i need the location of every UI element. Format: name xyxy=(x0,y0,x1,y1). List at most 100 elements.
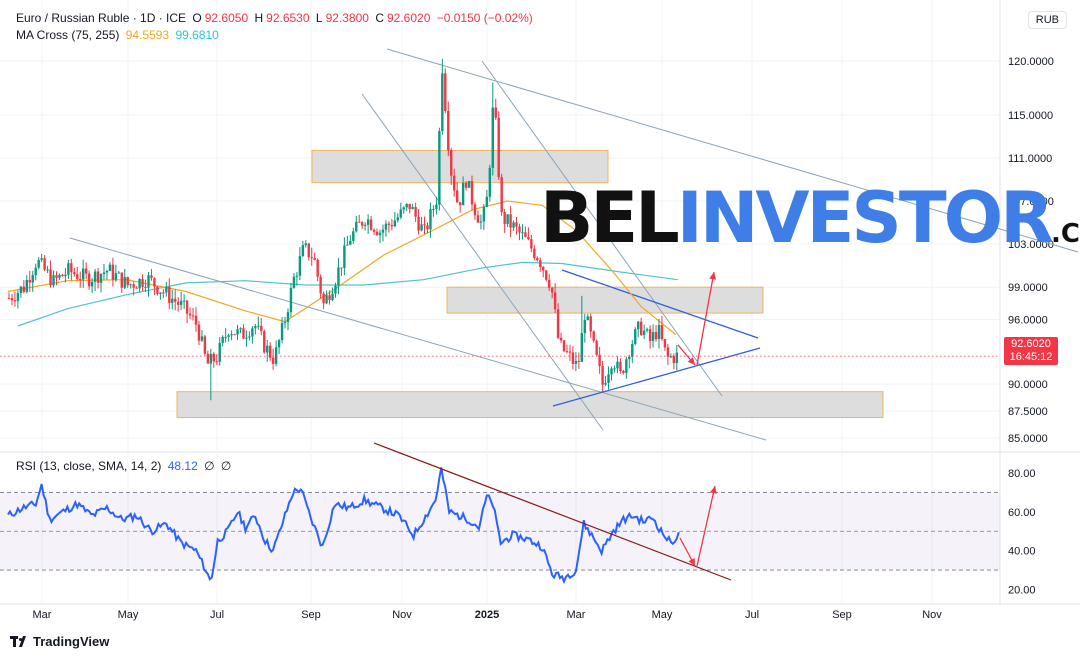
price-tick-label: 120.0000 xyxy=(1008,56,1054,68)
candle-body xyxy=(233,334,236,336)
watermark-logo: BELINVESTOR.COM xyxy=(540,183,1080,269)
currency-button[interactable]: RUB xyxy=(1027,11,1067,29)
ma-legend[interactable]: MA Cross (75, 255) 94.5593 99.6810 xyxy=(16,28,222,42)
candle-body xyxy=(313,257,316,260)
candle-body xyxy=(322,293,325,304)
candle-body xyxy=(494,107,497,118)
candle-body xyxy=(79,278,82,280)
candle-body xyxy=(399,209,402,218)
symbol-legend: Euro / Russian Ruble · 1D · ICE O 92.6050… xyxy=(16,11,536,25)
candle-body xyxy=(242,328,245,339)
candle-body xyxy=(218,342,221,362)
price-tick-label: 96.0000 xyxy=(1008,315,1048,327)
watermark-part-3: .COM xyxy=(1050,219,1080,249)
candle-body xyxy=(328,295,331,301)
change-value: −0.0150 (−0.02%) xyxy=(436,11,533,25)
candle-body xyxy=(96,271,100,283)
candle-body xyxy=(188,313,192,316)
candle-body xyxy=(628,356,631,360)
rsi-tick-label: 80.00 xyxy=(1008,468,1036,480)
candle-body xyxy=(10,298,14,301)
candle-body xyxy=(479,221,483,223)
candle-body xyxy=(527,237,530,240)
low-label: L xyxy=(315,11,323,25)
candle-body xyxy=(7,297,11,299)
time-tick-label: Mar xyxy=(567,609,586,621)
candle-body xyxy=(132,284,135,288)
candle-body xyxy=(263,331,266,353)
ma-slow-line xyxy=(17,261,678,327)
candle-body xyxy=(340,267,343,269)
price-tick-label: 115.0000 xyxy=(1008,110,1053,122)
rsi-na-2: ∅ xyxy=(220,459,232,473)
candle-body xyxy=(22,286,26,292)
candle-body xyxy=(645,329,649,331)
candle-body xyxy=(402,207,405,210)
candle-body xyxy=(58,274,61,278)
candle-body xyxy=(40,258,43,260)
tradingview-logo-icon xyxy=(10,635,28,648)
price-tick-label: 90.0000 xyxy=(1008,379,1048,391)
high-label: H xyxy=(254,11,264,25)
candle-body xyxy=(639,321,643,335)
candle-body xyxy=(28,279,31,283)
candle-body xyxy=(105,270,109,273)
candle-body xyxy=(129,284,132,286)
candle-body xyxy=(298,256,302,276)
candle-body xyxy=(366,219,370,225)
time-tick-label: Sep xyxy=(832,609,852,621)
candle-body xyxy=(64,274,67,277)
support-resistance-zone xyxy=(176,391,884,419)
candle-body xyxy=(473,204,477,216)
candle-body xyxy=(52,275,55,286)
candle-body xyxy=(506,214,509,224)
candle-body xyxy=(610,368,613,375)
candle-body xyxy=(619,361,622,371)
candle-body xyxy=(25,279,29,292)
candle-body xyxy=(574,361,578,364)
candle-body xyxy=(292,276,296,288)
candle-body xyxy=(547,279,551,288)
candle-body xyxy=(583,320,586,334)
price-tick-label: 99.0000 xyxy=(1008,282,1048,294)
candle-body xyxy=(346,244,349,246)
candle-body xyxy=(268,345,272,358)
channel-upper-line xyxy=(561,269,759,339)
candle-body xyxy=(209,353,213,364)
tradingview-branding[interactable]: TradingView xyxy=(10,634,109,649)
candle-body xyxy=(289,287,293,313)
candle-body xyxy=(156,286,159,294)
last-price-value: 92.6020 xyxy=(1011,338,1051,350)
last-price-label: 92.6020 16:45:12 xyxy=(1004,337,1058,365)
rsi-legend[interactable]: RSI (13, close, SMA, 14, 2) 48.12 ∅ ∅ xyxy=(16,459,234,473)
rsi-arrow-down-head xyxy=(688,558,695,566)
trend-line xyxy=(69,237,767,441)
candle-body xyxy=(120,272,123,288)
candle-body xyxy=(669,356,673,358)
candle-body xyxy=(675,352,678,363)
candle-body xyxy=(363,224,367,226)
candle-body xyxy=(248,336,251,338)
candle-body xyxy=(31,275,34,283)
candle-body xyxy=(657,325,661,340)
candle-body xyxy=(343,245,346,268)
candle-body xyxy=(369,219,373,230)
candle-body xyxy=(458,202,462,206)
candle-body xyxy=(455,190,459,203)
candle-body xyxy=(556,309,560,338)
candle-body xyxy=(197,324,201,341)
rsi-line xyxy=(7,467,680,585)
candle-body xyxy=(90,281,94,287)
candle-body xyxy=(34,267,37,276)
candle-body xyxy=(147,275,150,288)
time-tick-label: May xyxy=(652,609,673,621)
candle-body xyxy=(637,321,640,330)
candle-body xyxy=(375,231,379,236)
candle-body xyxy=(461,182,465,206)
candle-body xyxy=(417,216,420,231)
candle-body xyxy=(414,207,417,217)
candle-body xyxy=(648,329,652,341)
candle-body xyxy=(239,328,242,330)
candle-body xyxy=(99,273,103,283)
